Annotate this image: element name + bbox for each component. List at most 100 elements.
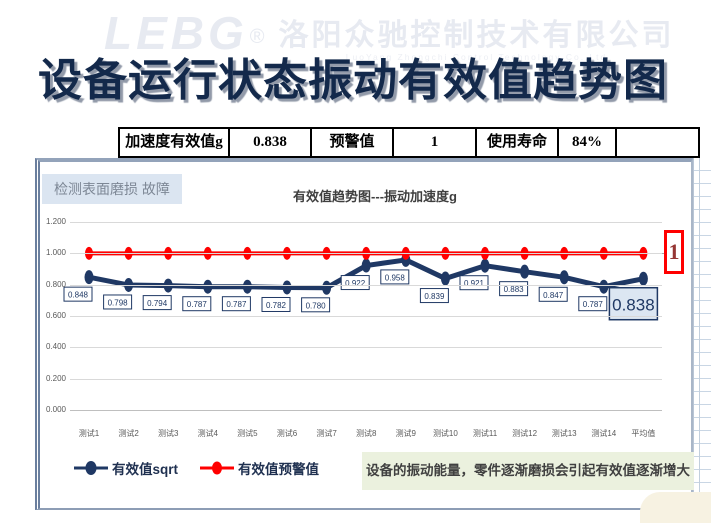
lifetime-value-cell: 84% [559, 127, 617, 158]
x-tick-label: 测试8 [355, 429, 377, 438]
rms-data-marker [322, 280, 332, 295]
data-point-label-box [221, 296, 251, 312]
lifetime-label-cell: 使用寿命 [477, 127, 559, 158]
x-tick-label: 测试1 [78, 429, 100, 438]
y-tick-label: 0.600 [45, 311, 66, 320]
chart-panel: 检测表面磨损 故障 有效值趋势图---振动加速度g 0.848 0.798 0.79… [35, 158, 694, 510]
legend-label-rms: 有效值sqrt [112, 462, 179, 477]
x-tick-label: 测试3 [157, 429, 179, 438]
annotation-note: 设备的振动能量，零件逐渐磨损会引起有效值逐渐增大 [362, 452, 694, 490]
data-point-label: 0.782 [266, 301, 287, 310]
data-point-label: 0.847 [543, 291, 564, 300]
trend-plot: 0.848 0.798 0.794 0.787 0.787 0.782 0.780 0.922… [63, 246, 659, 321]
data-point-label: 0.839 [424, 292, 445, 301]
grid-line [70, 347, 662, 349]
x-tick-label: 测试13 [551, 429, 577, 438]
data-point-label: 0.780 [306, 301, 327, 310]
data-point-label-box [261, 296, 291, 312]
status-table: 加速度有效值g 0.838 预警值 1 使用寿命 84% [118, 127, 700, 158]
data-point-label: 0.787 [583, 300, 604, 309]
company-watermark: LEBG ® 洛阳众驰控制技术有限公司 LuoYang Zhongchi Cont… [104, 6, 675, 62]
data-point-label-box [182, 296, 212, 312]
grid-line [70, 284, 662, 286]
data-point-label-box [142, 295, 172, 311]
x-tick-label: 测试6 [276, 429, 298, 438]
x-tick-label: 测试4 [197, 429, 219, 438]
warning-series-icon [200, 461, 235, 475]
x-tick-label: 测试12 [512, 429, 538, 438]
x-tick-label: 测试10 [432, 429, 458, 438]
company-name-cn: 洛阳众驰控制技术有限公司 [278, 19, 675, 52]
data-point-label: 0.798 [108, 298, 129, 307]
warning-label-cell: 预警值 [312, 127, 394, 158]
logo-text: LEBG [104, 7, 248, 59]
y-tick-label: 1.000 [45, 248, 66, 258]
x-tick-label: 测试11 [472, 429, 498, 438]
data-point-label: 0.787 [187, 300, 208, 309]
rms-data-marker [559, 270, 569, 285]
data-point-label-box [459, 275, 489, 291]
data-point-label-box [608, 286, 659, 321]
spreadsheet-rows-strip [693, 158, 711, 510]
rms-data-marker [282, 280, 292, 295]
legend-item-rms: 有效值sqrt [74, 458, 178, 478]
warning-value-cell: 1 [394, 127, 477, 158]
grid-line [70, 253, 662, 255]
page-title: 设备运行状态振动有效值趋势图 [38, 56, 668, 105]
data-point-label-box [538, 286, 568, 302]
x-tick-label: 测试14 [591, 429, 617, 438]
rms-value-cell: 0.838 [230, 127, 312, 158]
rms-data-marker [242, 279, 252, 294]
warning-threshold-callout: 1 [664, 230, 684, 274]
rms-data-marker [520, 264, 530, 279]
y-tick-label: 0.200 [45, 373, 66, 383]
data-point-label-box [340, 275, 370, 291]
rms-data-marker [203, 279, 213, 294]
data-point-label: 0.958 [385, 273, 406, 282]
rms-data-marker [638, 271, 648, 286]
rms-data-marker [84, 270, 94, 285]
data-point-label: 0.883 [504, 285, 525, 294]
y-tick-label: 0.000 [45, 405, 66, 414]
x-tick-label: 测试5 [237, 429, 258, 438]
chart-title: 有效值趋势图---振动加速度g [293, 189, 457, 204]
grid-line [70, 410, 662, 411]
legend-item-warning: 有效值预警值 [200, 458, 319, 478]
rms-series-icon [74, 461, 108, 475]
x-tick-label: 测试7 [316, 429, 337, 438]
grid-line [70, 316, 662, 317]
rms-data-marker [440, 271, 450, 286]
data-point-label-box [578, 296, 608, 312]
x-tick-label: 测试2 [118, 429, 139, 438]
fault-type-label: 检测表面磨损 故障 [42, 174, 182, 204]
rms-label-cell: 加速度有效值g [118, 127, 230, 158]
registered-mark: ® [249, 25, 265, 48]
rms-data-marker [480, 258, 490, 273]
data-point-label: 0.922 [345, 279, 366, 288]
y-tick-label: 0.400 [45, 342, 66, 352]
empty-cell [617, 127, 700, 158]
grid-line [70, 222, 662, 223]
y-tick-label: 0.800 [45, 279, 66, 289]
data-point-label: 0.838 [612, 296, 655, 315]
grid-line [70, 378, 662, 380]
data-point-label-box [419, 288, 449, 304]
x-tick-label: 平均值 [631, 429, 656, 438]
data-point-label: 0.787 [226, 300, 247, 309]
data-point-label: 0.848 [68, 291, 89, 300]
rms-data-marker [599, 279, 609, 294]
data-point-label: 0.921 [464, 279, 485, 288]
data-point-label-box [63, 286, 93, 302]
corner-decoration [640, 492, 711, 523]
data-point-label-box [301, 297, 331, 313]
chart-legend: 有效值sqrt 有效值预警值 [74, 458, 319, 478]
data-point-label-box [103, 294, 133, 310]
legend-label-warning: 有效值预警值 [238, 462, 320, 477]
x-tick-label: 测试9 [395, 429, 417, 438]
company-logo: LEBG ® [104, 6, 265, 60]
rms-data-marker [361, 258, 371, 273]
data-point-label: 0.794 [147, 299, 168, 308]
y-tick-label: 1.200 [45, 217, 66, 226]
company-name-en: LuoYang Zhongchi Control Technology Co.,… [345, 52, 608, 62]
